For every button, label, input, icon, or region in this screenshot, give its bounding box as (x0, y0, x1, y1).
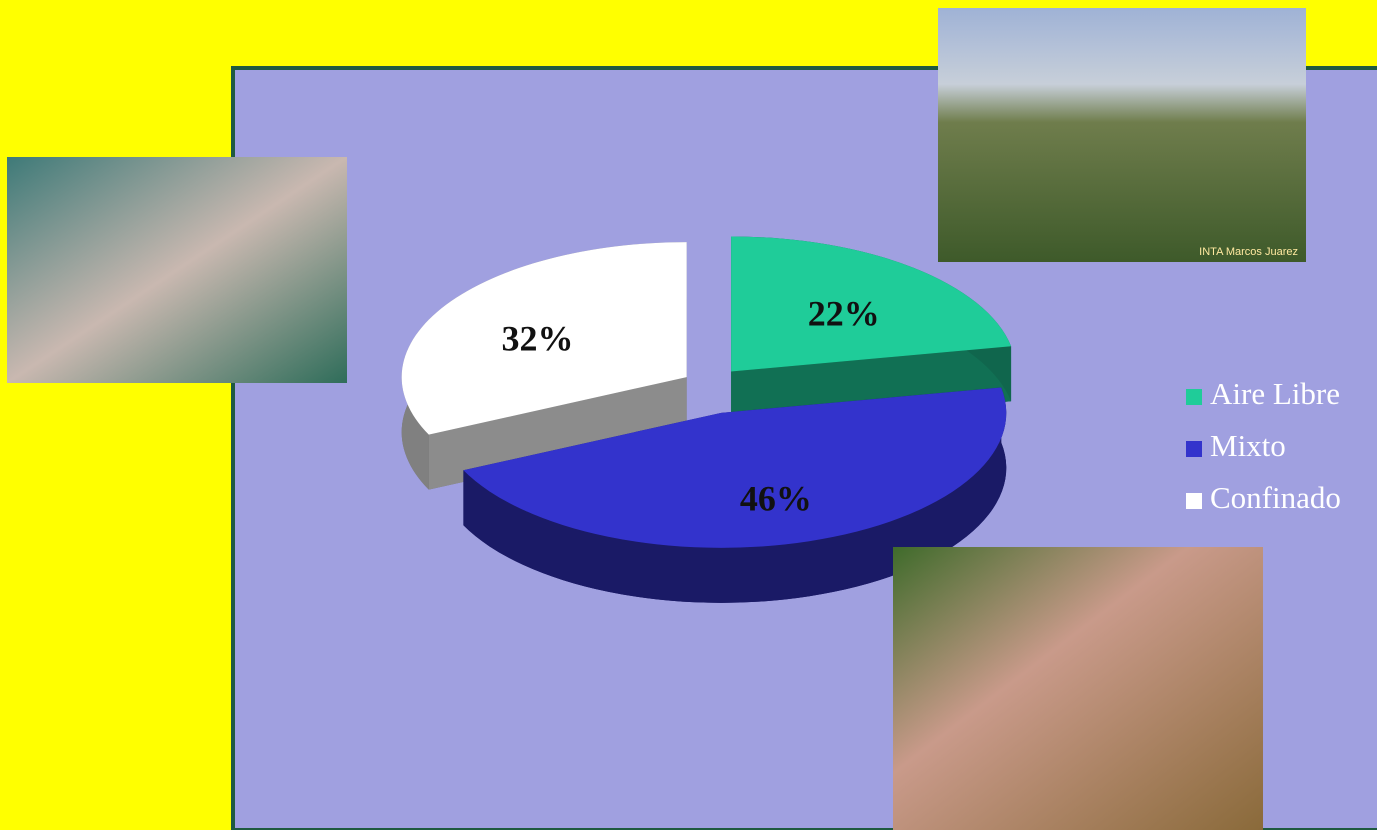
photo-caption: INTA Marcos Juarez (1199, 246, 1298, 258)
value-label: 32% (501, 319, 573, 359)
slide: 22% 46% 32% Aire Libre Mixto Confinado INTA … (0, 0, 1377, 830)
photo-sow-piglets (893, 547, 1263, 830)
photo-outdoor-pigs (938, 8, 1306, 262)
page: {"chart_data": {"type": "pie3d", "catego… (0, 0, 1377, 830)
value-label: 46% (740, 479, 812, 519)
legend-label: Confinado (1210, 480, 1341, 515)
value-label: 22% (808, 293, 880, 333)
legend-label: Aire Libre (1210, 376, 1340, 411)
legend-swatch (1186, 493, 1202, 509)
legend-label: Mixto (1210, 428, 1286, 463)
photo-confined-pig (7, 157, 347, 383)
legend-swatch (1186, 441, 1202, 457)
legend-swatch (1186, 389, 1202, 405)
